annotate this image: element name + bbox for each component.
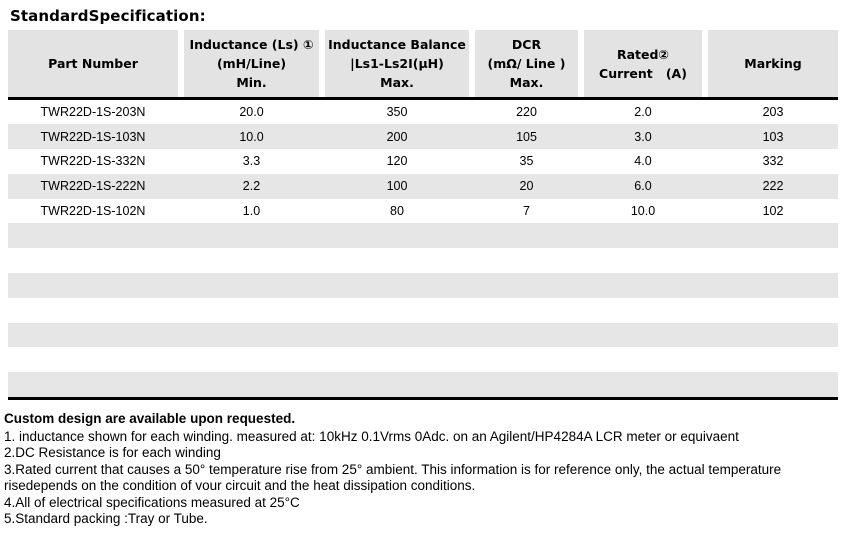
spec-table: Part Number Inductance (Ls) ① (mH/Line) Min… (8, 30, 838, 401)
header-divider-rule (8, 97, 838, 100)
table-cell: 4.0 (634, 154, 652, 169)
table-row-empty (8, 372, 838, 398)
note-line: 1. inductance shown for each winding. me… (4, 429, 739, 445)
table-row: TWR22D-1S-332N 3.3 120 35 4.0 332 (8, 149, 838, 174)
note-line: 2.DC Resistance is for each winding (4, 445, 221, 461)
header-line: DCR (511, 37, 542, 52)
header-cell-inductance-balance: Inductance Balance |Ls1-Ls2I(μH) Max. (325, 30, 469, 97)
table-cell: 3.0 (634, 129, 652, 144)
table-cell: TWR22D-1S-332N (40, 154, 146, 169)
table-cell: 105 (516, 129, 537, 144)
table-cell: 2.2 (242, 179, 261, 194)
table-cell: 35 (519, 154, 534, 169)
table-cell: 1.0 (242, 204, 261, 219)
table-cell: 2.0 (634, 104, 652, 119)
notes-heading: Custom design are available upon request… (4, 411, 296, 427)
page-title: StandardSpecification: (10, 7, 206, 25)
header-line: Max. (380, 75, 414, 90)
header-line: (mΩ/ Line ) (487, 56, 566, 71)
table-row-empty (8, 273, 838, 298)
table-cell: 3.3 (242, 154, 261, 169)
table-cell: 222 (762, 179, 784, 194)
table-cell: TWR22D-1S-203N (40, 104, 146, 119)
header-cell-inductance: Inductance (Ls) ① (mH/Line) Min. (184, 30, 319, 97)
table-cell: 200 (386, 129, 408, 144)
note-line: 5.Standard packing :Tray or Tube. (4, 511, 208, 527)
header-cell-dcr: DCR (mΩ/ Line ) Max. (475, 30, 578, 97)
table-cell: 102 (762, 204, 784, 219)
table-row: TWR22D-1S-103N 10.0 200 105 3.0 103 (8, 124, 838, 150)
table-cell: 80 (390, 204, 404, 219)
table-bottom-rule (8, 397, 838, 401)
header-line: Rated② (616, 46, 670, 62)
spec-sheet-page: StandardSpecification: Part Number Induct… (0, 7, 848, 541)
header-line: Min. (236, 75, 267, 90)
table-cell: 120 (386, 154, 408, 169)
table-cell: 103 (762, 129, 784, 144)
table-cell: 10.0 (630, 204, 656, 219)
table-row: TWR22D-1S-203N 20.0 350 220 2.0 203 (8, 99, 838, 125)
header-cell-marking: Marking (708, 30, 838, 97)
header-line: |Ls1-Ls2I(μH) (350, 56, 444, 71)
table-row: TWR22D-1S-222N 2.2 100 20 6.0 222 (8, 173, 838, 199)
table-body: TWR22D-1S-203N 20.0 350 220 2.0 203 TWR22D-1S-… (8, 99, 838, 398)
table-cell: 7 (523, 204, 530, 219)
header-line: Inductance (Ls) ① (189, 37, 314, 52)
table-cell: 6.0 (634, 179, 652, 194)
table-cell: 10.0 (239, 129, 264, 144)
table-row-empty (8, 223, 838, 249)
table-header-row: Part Number Inductance (Ls) ① (mH/Line) Min… (8, 30, 838, 97)
header-line: Current (A) (599, 65, 687, 81)
table-cell: 100 (386, 179, 408, 194)
table-cell: 332 (762, 154, 784, 169)
header-line: Max. (509, 75, 544, 90)
table-row-empty (8, 347, 838, 373)
note-line: 4.All of electrical specifications measu… (4, 494, 300, 510)
table-cell: 203 (762, 104, 784, 119)
table-row-empty (8, 248, 838, 274)
table-cell: TWR22D-1S-103N (40, 129, 146, 144)
header-cell-rated-current: Rated② Current (A) (584, 30, 702, 97)
table-row: TWR22D-1S-102N 1.0 80 7 10.0 102 (8, 198, 838, 224)
table-cell: 220 (516, 104, 537, 119)
header-line: Marking (744, 56, 802, 71)
header-line: Part Number (48, 56, 138, 71)
header-line: (mH/Line) (216, 56, 287, 71)
table-row-empty (8, 297, 838, 323)
table-cell: 20.0 (239, 104, 264, 119)
table-cell: TWR22D-1S-222N (40, 179, 146, 194)
table-cell: TWR22D-1S-102N (40, 204, 146, 219)
table-row-empty (8, 322, 838, 348)
header-line: Inductance Balance (328, 37, 466, 52)
table-cell: 20 (519, 179, 534, 194)
header-cell-part-number: Part Number (8, 30, 178, 97)
notes-lines: 1. inductance shown for each winding. me… (4, 429, 842, 527)
note-line: 3.Rated current that causes a 50° temper… (4, 461, 782, 477)
table-cell: 350 (386, 104, 408, 119)
note-line: risedepends on the condition of vour cir… (4, 478, 476, 494)
notes-section: Custom design are available upon request… (4, 410, 842, 527)
